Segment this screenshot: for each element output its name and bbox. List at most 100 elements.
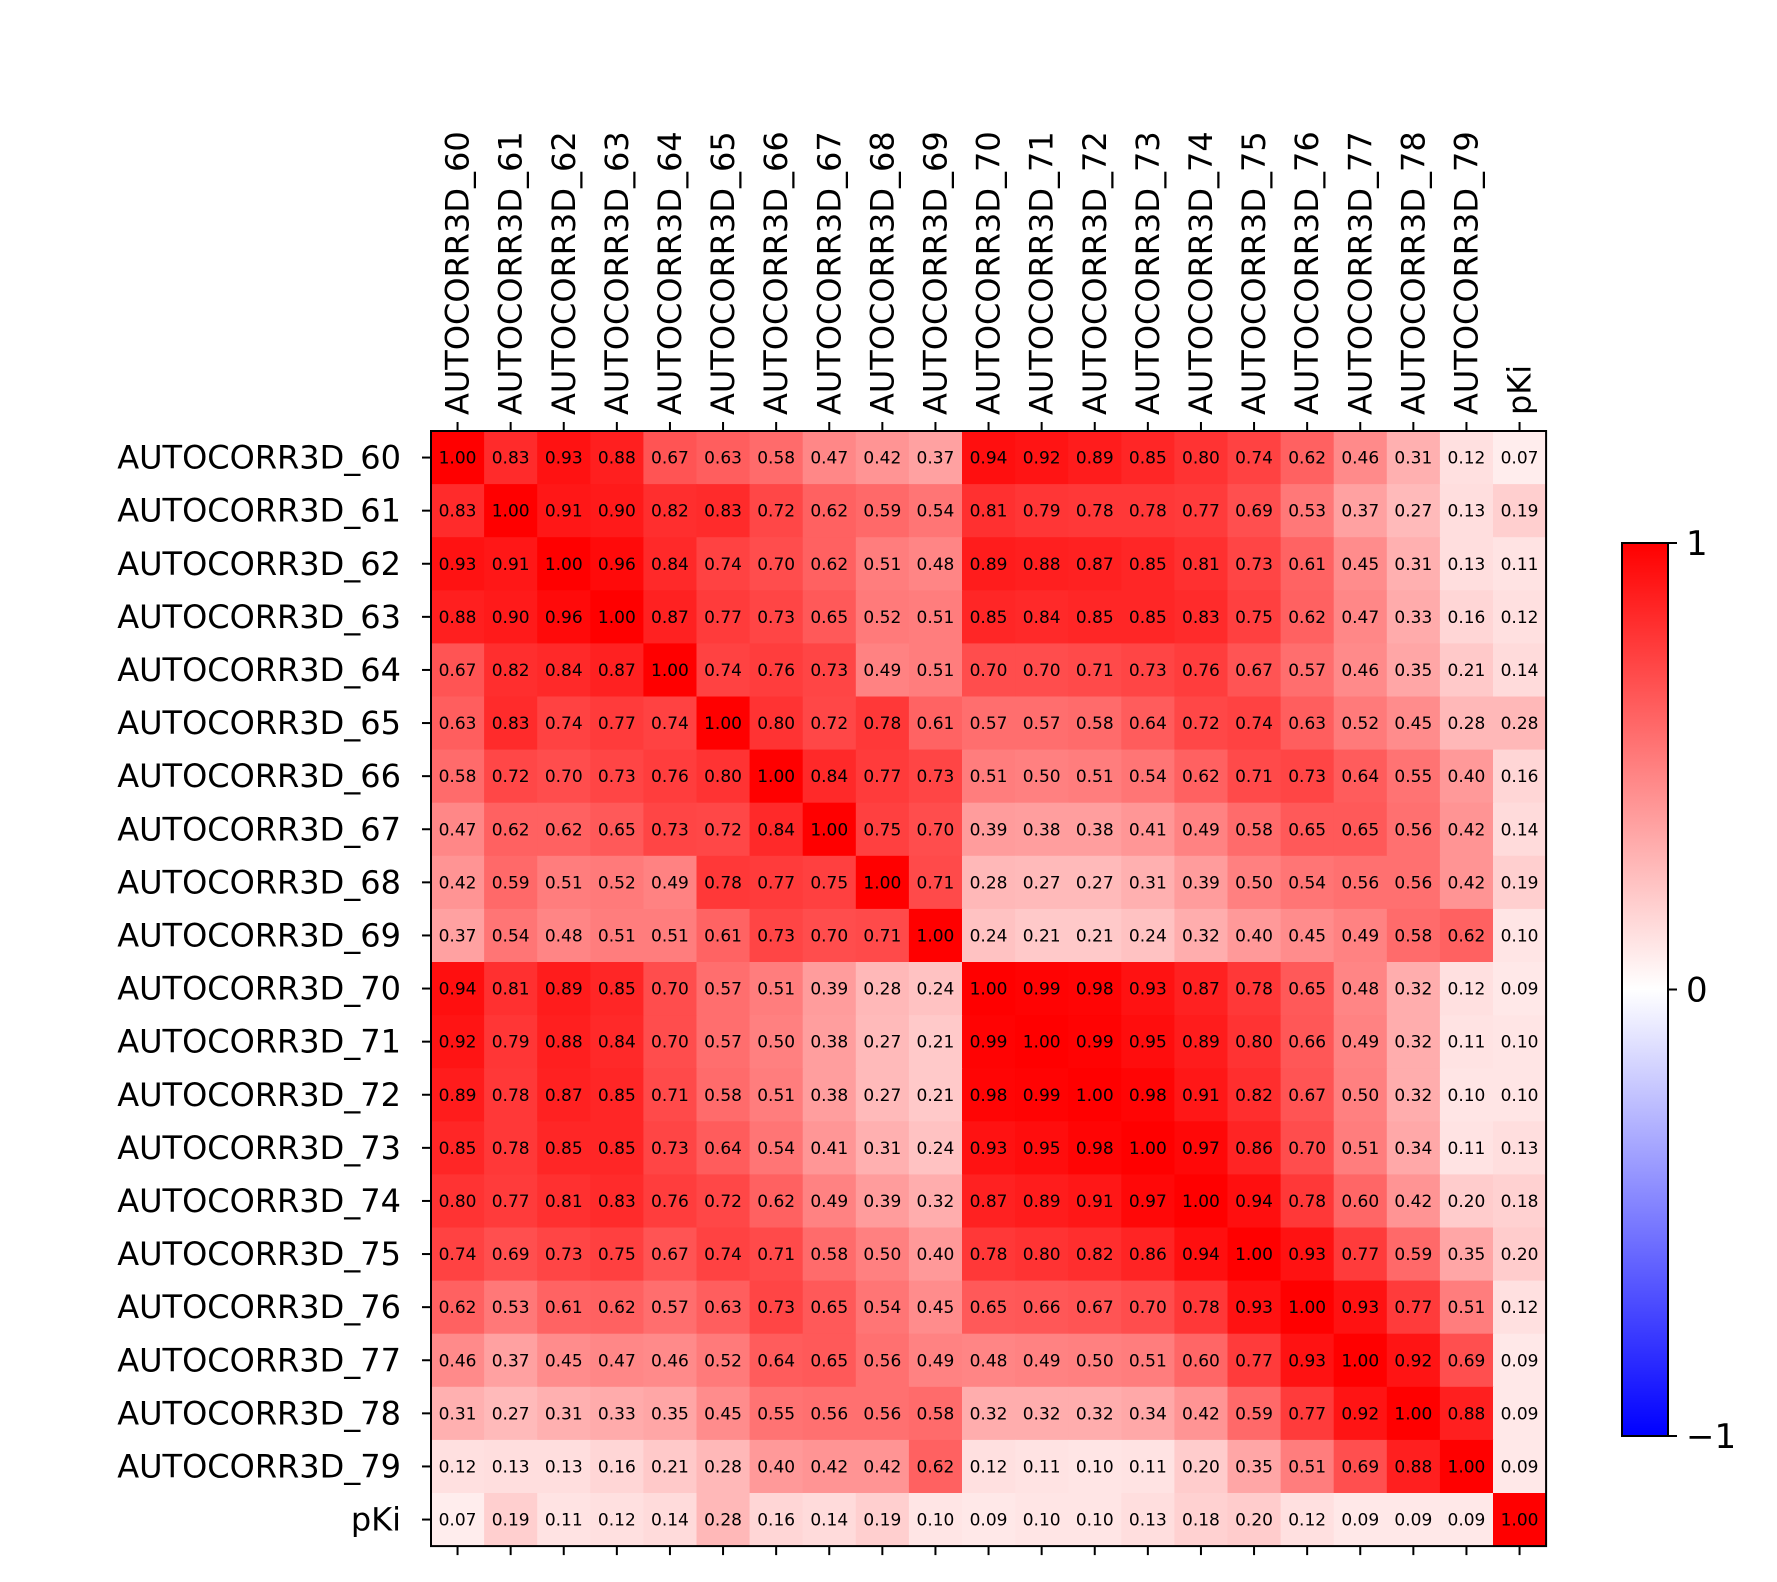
cell-value-label: 0.59 — [863, 502, 901, 522]
heatmap-cell — [1015, 1068, 1069, 1122]
cell-value-label: 0.38 — [1076, 820, 1114, 840]
cell-value-label: 0.11 — [1448, 1139, 1486, 1159]
cell-value-label: 0.78 — [1288, 1192, 1326, 1212]
heatmap-cell — [696, 749, 751, 804]
heatmap-cell — [537, 1493, 591, 1547]
heatmap-cell — [962, 1493, 1016, 1547]
cell-value-label: 0.10 — [1501, 1033, 1539, 1053]
y-tick-label: AUTOCORR3D_68 — [117, 863, 401, 901]
cell-value-label: 0.74 — [1235, 714, 1273, 734]
heatmap-cell — [908, 1121, 963, 1175]
cell-value-label: 0.28 — [704, 1457, 742, 1477]
heatmap-cell — [962, 643, 1016, 698]
heatmap-cell — [537, 1174, 591, 1229]
heatmap-cell — [749, 802, 804, 857]
heatmap-cell — [643, 643, 698, 698]
x-tick-label: AUTOCORR3D_78 — [1394, 131, 1432, 415]
heatmap-cell — [696, 908, 751, 963]
cell-value-label: 0.62 — [917, 1457, 955, 1477]
heatmap-cell — [431, 1439, 485, 1494]
heatmap-cell — [1333, 1174, 1388, 1229]
cell-value-label: 0.76 — [651, 767, 689, 787]
heatmap-cell — [1227, 1227, 1282, 1282]
heatmap-cell — [1386, 1439, 1441, 1494]
cell-value-label: 0.81 — [545, 1192, 583, 1212]
heatmap-cell — [749, 1121, 804, 1175]
heatmap-cell — [855, 1015, 910, 1069]
heatmap-cell — [962, 537, 1016, 591]
cell-value-label: 0.87 — [1182, 980, 1220, 1000]
heatmap-cell — [590, 1227, 644, 1282]
cell-value-label: 0.93 — [1288, 1245, 1326, 1265]
heatmap-cell — [1174, 749, 1229, 804]
heatmap-cell — [1121, 484, 1175, 538]
cell-value-label: 0.32 — [1076, 1404, 1114, 1424]
heatmap-cell — [1121, 855, 1175, 910]
y-tick-label: AUTOCORR3D_77 — [117, 1341, 401, 1379]
heatmap-cell — [696, 1280, 751, 1335]
cell-value-label: 0.39 — [863, 1192, 901, 1212]
heatmap-cell — [537, 643, 591, 698]
heatmap-cell — [908, 1015, 963, 1069]
cell-value-label: 0.56 — [1341, 873, 1379, 893]
cell-value-label: 0.81 — [970, 502, 1008, 522]
cell-value-label: 0.13 — [1501, 1139, 1539, 1159]
cell-value-label: 0.51 — [1448, 1298, 1486, 1318]
cell-value-label: 0.35 — [1394, 661, 1432, 681]
heatmap-cell — [590, 1174, 644, 1229]
cell-value-label: 0.84 — [757, 820, 795, 840]
heatmap-cell — [537, 749, 591, 804]
y-tick-label: AUTOCORR3D_70 — [117, 970, 401, 1008]
heatmap-cell — [1121, 590, 1175, 644]
heatmap-cell — [749, 537, 804, 591]
y-tick-label: AUTOCORR3D_76 — [117, 1288, 401, 1326]
heatmap-cell — [1121, 537, 1175, 591]
cell-value-label: 0.56 — [1394, 873, 1432, 893]
heatmap-cell — [1493, 1280, 1547, 1335]
cell-value-label: 0.64 — [1341, 767, 1379, 787]
cell-value-label: 0.87 — [651, 608, 689, 628]
heatmap-cell — [643, 696, 698, 751]
cell-value-label: 0.13 — [492, 1457, 530, 1477]
cell-value-label: 0.24 — [917, 980, 955, 1000]
x-axis-bottom-ticks — [456, 1546, 1521, 1556]
heatmap-cell — [1386, 1280, 1441, 1335]
heatmap-cell — [643, 1493, 698, 1547]
cell-value-label: 0.39 — [1182, 873, 1220, 893]
cell-value-label: 0.09 — [1501, 980, 1539, 1000]
heatmap-cell — [802, 962, 857, 1016]
heatmap-cell — [1121, 1439, 1175, 1494]
cell-value-label: 0.39 — [810, 980, 848, 1000]
x-tick-label: AUTOCORR3D_65 — [704, 131, 742, 415]
cell-value-label: 0.42 — [1394, 1192, 1432, 1212]
heatmap-cell — [1015, 1227, 1069, 1282]
heatmap-cell — [1386, 1121, 1441, 1175]
cell-value-label: 0.89 — [970, 555, 1008, 575]
cell-value-label: 0.51 — [863, 555, 901, 575]
cell-value-label: 0.57 — [651, 1298, 689, 1318]
cell-value-label: 0.83 — [1182, 608, 1220, 628]
cell-value-label: 0.51 — [917, 661, 955, 681]
y-axis: AUTOCORR3D_60 AUTOCORR3D_61 AUTOCORR3D_62 A… — [117, 439, 431, 1539]
cell-value-label: 0.51 — [757, 980, 795, 1000]
cell-value-label: 0.65 — [1341, 820, 1379, 840]
cell-value-label: 0.70 — [1129, 1298, 1167, 1318]
heatmap-cell — [1227, 1333, 1282, 1388]
heatmap-cell — [908, 1493, 963, 1547]
cell-value-label: 0.65 — [810, 1351, 848, 1371]
cell-value-label: 0.20 — [1182, 1457, 1220, 1477]
heatmap-cell — [590, 1015, 644, 1069]
heatmap-cell — [537, 1386, 591, 1441]
colorbar-gradient — [1621, 542, 1669, 1437]
cell-value-label: 0.42 — [1448, 873, 1486, 893]
cell-value-label: 0.54 — [863, 1298, 901, 1318]
heatmap-cell — [908, 1439, 963, 1494]
cell-value-label: 0.74 — [704, 1245, 742, 1265]
cell-value-label: 0.21 — [1076, 926, 1114, 946]
y-tick-label: AUTOCORR3D_66 — [117, 757, 401, 795]
cell-value-label: 0.71 — [1076, 661, 1114, 681]
heatmap-cell — [1386, 908, 1441, 963]
cell-value-label: 0.28 — [970, 873, 1008, 893]
heatmap-cell — [1280, 1121, 1335, 1175]
cell-value-label: 0.63 — [704, 449, 742, 469]
